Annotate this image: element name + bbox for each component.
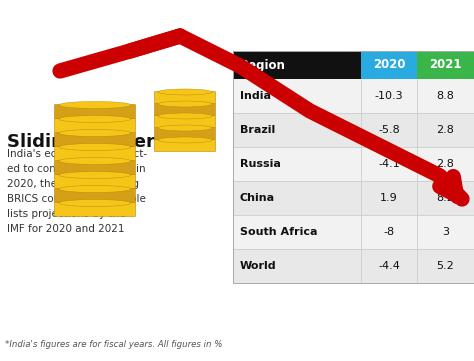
Text: BRICS countries. The table: BRICS countries. The table: [7, 194, 146, 204]
Ellipse shape: [158, 125, 212, 131]
FancyBboxPatch shape: [155, 116, 216, 127]
Text: 3: 3: [442, 227, 449, 237]
Text: -8: -8: [383, 227, 394, 237]
Ellipse shape: [59, 144, 131, 151]
FancyBboxPatch shape: [55, 118, 136, 132]
FancyBboxPatch shape: [155, 104, 216, 116]
Text: Russia: Russia: [240, 159, 281, 169]
Text: lists projections by the: lists projections by the: [7, 209, 126, 219]
Ellipse shape: [59, 200, 131, 206]
Text: India's economy is project-: India's economy is project-: [7, 149, 147, 159]
Ellipse shape: [59, 116, 131, 122]
Text: ed to contract by 10.3% in: ed to contract by 10.3% in: [7, 164, 146, 174]
Text: 2.8: 2.8: [437, 125, 455, 135]
Text: World: World: [240, 261, 277, 271]
Ellipse shape: [59, 101, 131, 109]
Text: South Africa: South Africa: [240, 227, 318, 237]
FancyBboxPatch shape: [55, 161, 136, 174]
Ellipse shape: [158, 113, 212, 119]
Text: 8.2: 8.2: [437, 193, 455, 203]
Text: 2020, the slowest among: 2020, the slowest among: [7, 179, 139, 189]
FancyBboxPatch shape: [55, 174, 136, 188]
Text: India*: India*: [240, 91, 277, 101]
FancyBboxPatch shape: [55, 104, 136, 118]
Text: Region: Region: [240, 58, 286, 71]
Text: IMF for 2020 and 2021: IMF for 2020 and 2021: [7, 224, 125, 234]
Text: 8.8: 8.8: [437, 91, 455, 101]
Ellipse shape: [59, 157, 131, 165]
Bar: [233, 249, 474, 283]
Ellipse shape: [59, 171, 131, 178]
Text: China: China: [240, 193, 275, 203]
FancyBboxPatch shape: [155, 91, 216, 104]
Text: Sliding further: Sliding further: [7, 133, 155, 151]
FancyBboxPatch shape: [155, 127, 216, 139]
Ellipse shape: [158, 89, 212, 95]
Ellipse shape: [59, 186, 131, 192]
Bar: [361, 51, 417, 79]
FancyBboxPatch shape: [55, 132, 136, 147]
Bar: [233, 147, 474, 181]
Text: 5.2: 5.2: [437, 261, 455, 271]
Bar: [233, 51, 361, 79]
Text: 2.8: 2.8: [437, 159, 455, 169]
Bar: [233, 113, 474, 147]
Text: *India's figures are for fiscal years. All figures in %: *India's figures are for fiscal years. A…: [5, 340, 222, 349]
Ellipse shape: [158, 137, 212, 143]
FancyBboxPatch shape: [55, 188, 136, 203]
Bar: [233, 215, 474, 249]
Text: 1.9: 1.9: [380, 193, 398, 203]
FancyBboxPatch shape: [55, 203, 136, 217]
Bar: [233, 79, 474, 113]
Text: -4.4: -4.4: [378, 261, 400, 271]
FancyBboxPatch shape: [55, 147, 136, 161]
Bar: [233, 181, 474, 215]
Text: -10.3: -10.3: [374, 91, 403, 101]
Bar: [233, 51, 474, 283]
Text: Brazil: Brazil: [240, 125, 275, 135]
Bar: [417, 51, 474, 79]
Ellipse shape: [59, 130, 131, 136]
Ellipse shape: [158, 101, 212, 107]
FancyBboxPatch shape: [155, 139, 216, 152]
Text: 2020: 2020: [373, 58, 405, 71]
Text: 2021: 2021: [429, 58, 462, 71]
Text: -5.8: -5.8: [378, 125, 400, 135]
Text: -4.1: -4.1: [378, 159, 400, 169]
